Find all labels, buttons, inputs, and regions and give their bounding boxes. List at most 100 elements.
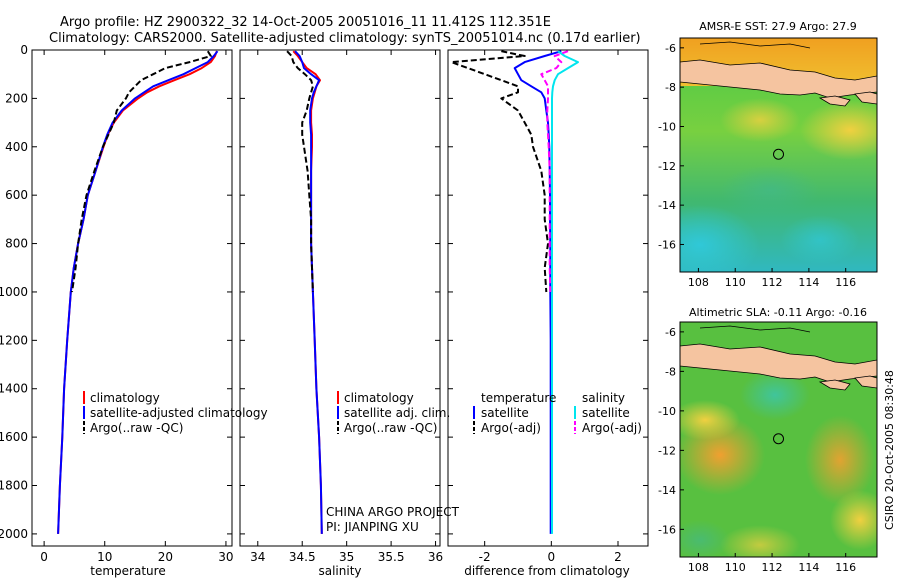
profile-location-marker xyxy=(773,148,785,160)
y-tick-label: 1600 xyxy=(0,430,28,444)
legend-label-argo: Argo(..raw -QC) xyxy=(90,421,183,435)
y-tick-label: 200 xyxy=(5,91,28,105)
x-tick-label: 36 xyxy=(428,550,443,564)
x-tick-label: 0 xyxy=(40,550,48,564)
sst-map-ticks: 108 110 112 114 116 -6 -8 -10 -12 -14 -16 xyxy=(658,42,856,289)
y-tick-label: 1000 xyxy=(0,285,28,299)
map-x-tick-label: 114 xyxy=(798,276,819,289)
y-tick-label: 1800 xyxy=(0,479,28,493)
legend-label-satellite: satellite adj. clim. xyxy=(344,406,450,420)
salinity-panel: 34 34.5 35 35.5 36 salinity climatology sate… xyxy=(239,49,460,578)
x-tick-label: 10 xyxy=(97,550,112,564)
x-tick-label: 30 xyxy=(218,550,233,564)
map-y-tick-label: -12 xyxy=(658,160,676,173)
map-x-tick-label: 110 xyxy=(725,276,746,289)
map-y-tick-label: -6 xyxy=(665,42,676,55)
sla-map-title: Altimetric SLA: -0.11 Argo: -0.16 xyxy=(689,306,867,319)
legend-label-sal-argo: Argo(-adj) xyxy=(582,421,642,435)
y-tick-label: 600 xyxy=(5,188,28,202)
difference-ticks: -2 0 2 xyxy=(448,49,648,564)
legend-label-temp-argo: Argo(-adj) xyxy=(481,421,541,435)
series-line xyxy=(292,50,323,534)
legend-label-satellite: satellite-adjusted climatology xyxy=(90,406,268,420)
series-line xyxy=(286,50,314,293)
difference-legend: temperature satellite Argo(-adj) salinit… xyxy=(473,391,642,435)
temperature-axes-frame xyxy=(31,49,233,547)
map-x-tick-label: 116 xyxy=(835,561,856,574)
sla-map-field xyxy=(680,322,877,557)
map-y-tick-label: -12 xyxy=(658,444,676,457)
series-line xyxy=(71,50,212,293)
x-tick-label: 0 xyxy=(548,550,556,564)
sst-map-title: AMSR-E SST: 27.9 Argo: 27.9 xyxy=(699,20,857,33)
y-tick-label: 0 xyxy=(20,43,28,57)
map-x-tick-label: 114 xyxy=(798,561,819,574)
x-tick-label: 20 xyxy=(158,550,173,564)
sst-map-field xyxy=(680,38,877,272)
series-line xyxy=(540,50,569,293)
salinity-legend: climatology satellite adj. clim. Argo(..… xyxy=(337,391,450,435)
salinity-axes-frame xyxy=(239,49,441,547)
legend-label-climatology: climatology xyxy=(90,391,160,405)
project-name: CHINA ARGO PROJECT xyxy=(326,505,460,519)
legend-label-argo: Argo(..raw -QC) xyxy=(344,421,437,435)
temperature-panel: 0 10 20 30 0 200 400 600 800 1000 1200 1400 1600 1800… xyxy=(0,43,268,578)
x-tick-label: 34 xyxy=(250,550,265,564)
map-x-tick-label: 108 xyxy=(688,276,709,289)
sla-map-panel: Altimetric SLA: -0.11 Argo: -0.16 108 110… xyxy=(658,306,878,574)
difference-xlabel: difference from climatology xyxy=(464,564,630,578)
salinity-xlabel: salinity xyxy=(318,564,361,578)
x-tick-label: 34.5 xyxy=(289,550,316,564)
map-y-tick-label: -8 xyxy=(665,81,676,94)
map-y-tick-label: -16 xyxy=(658,523,676,536)
temperature-series xyxy=(57,50,219,534)
temperature-ticks: 0 10 20 30 0 200 400 600 800 1000 1200 1400 1600 1800… xyxy=(0,43,234,564)
csiro-timestamp: CSIRO 20-Oct-2005 08:30:48 xyxy=(883,370,896,530)
y-tick-label: 1200 xyxy=(0,333,28,347)
sst-map-panel: AMSR-E SST: 27.9 Argo: 27.9 108 110 112 114… xyxy=(658,20,878,289)
legend-label-temp-satellite: satellite xyxy=(481,406,529,420)
y-tick-label: 400 xyxy=(5,140,28,154)
x-tick-label: 2 xyxy=(614,550,622,564)
temperature-legend: climatology satellite-adjusted climatolo… xyxy=(83,391,268,435)
series-line xyxy=(450,50,549,293)
map-y-tick-label: -6 xyxy=(665,326,676,339)
island-land xyxy=(854,91,877,105)
map-y-tick-label: -14 xyxy=(658,484,676,497)
temperature-xlabel: temperature xyxy=(90,564,165,578)
series-line xyxy=(551,50,579,534)
x-tick-label: 35.5 xyxy=(378,550,405,564)
project-pi: PI: JIANPING XU xyxy=(326,520,419,534)
island-land xyxy=(818,379,851,391)
legend-group-temperature: temperature xyxy=(481,391,556,405)
island-land xyxy=(818,95,851,107)
y-tick-label: 2000 xyxy=(0,527,28,541)
y-tick-label: 800 xyxy=(5,237,28,251)
map-x-tick-label: 112 xyxy=(762,561,783,574)
map-x-tick-label: 110 xyxy=(725,561,746,574)
salinity-series xyxy=(286,50,323,534)
legend-group-salinity: salinity xyxy=(582,391,625,405)
legend-label-sal-satellite: satellite xyxy=(582,406,630,420)
series-line xyxy=(57,50,219,534)
series-line xyxy=(57,50,218,534)
series-line xyxy=(294,50,323,534)
map-x-tick-label: 108 xyxy=(688,561,709,574)
map-y-tick-label: -8 xyxy=(665,365,676,378)
figure-title-line2: Climatology: CARS2000. Satellite-adjuste… xyxy=(49,31,641,46)
profile-location-marker xyxy=(773,433,785,445)
map-x-tick-label: 116 xyxy=(835,276,856,289)
map-y-tick-label: -14 xyxy=(658,199,676,212)
sla-map-ticks: 108 110 112 114 116 -6 -8 -10 -12 -14 -16 xyxy=(658,326,856,574)
difference-series xyxy=(450,50,579,534)
y-tick-label: 1400 xyxy=(0,382,28,396)
sst-map-frame xyxy=(679,37,878,273)
map-x-tick-label: 112 xyxy=(762,276,783,289)
figure-title-line1: Argo profile: HZ 2900322_32 14-Oct-2005 … xyxy=(60,15,551,30)
java-land xyxy=(680,343,877,383)
x-tick-label: -2 xyxy=(479,550,491,564)
map-y-tick-label: -10 xyxy=(658,120,676,133)
java-land xyxy=(680,59,877,99)
salinity-ticks: 34 34.5 35 35.5 36 xyxy=(240,49,443,564)
